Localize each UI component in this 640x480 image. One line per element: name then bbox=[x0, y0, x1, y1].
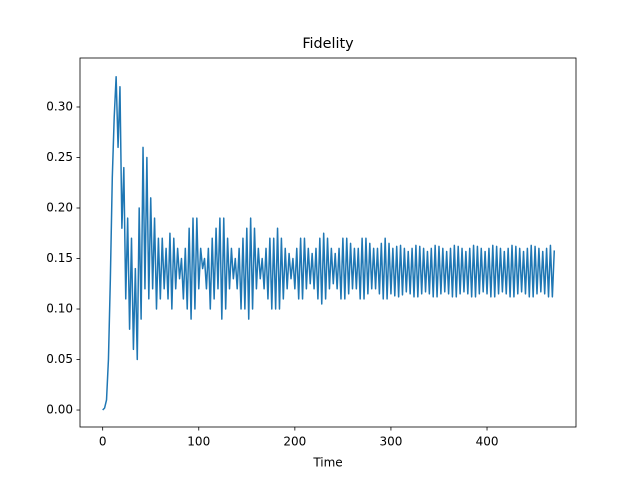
axes-frame bbox=[79, 57, 577, 428]
y-tick-label: 0.15 bbox=[46, 251, 73, 265]
plot-area bbox=[102, 75, 556, 411]
y-tick-label: 0.10 bbox=[46, 302, 73, 316]
y-tick-label: 0.00 bbox=[46, 403, 73, 417]
y-tick-label: 0.20 bbox=[46, 201, 73, 215]
x-tick-label: 0 bbox=[99, 435, 107, 449]
y-tick-label: 0.25 bbox=[46, 150, 73, 164]
x-axis-label: Time bbox=[312, 456, 342, 470]
data-line bbox=[102, 75, 556, 411]
x-tick-label: 300 bbox=[379, 435, 402, 449]
y-tick-label: 0.05 bbox=[46, 352, 73, 366]
x-tick-label: 200 bbox=[283, 435, 306, 449]
x-tick-label: 400 bbox=[476, 435, 499, 449]
chart-title: Fidelity bbox=[302, 36, 354, 52]
x-tick-label: 100 bbox=[187, 435, 210, 449]
y-tick-label: 0.30 bbox=[46, 99, 73, 113]
